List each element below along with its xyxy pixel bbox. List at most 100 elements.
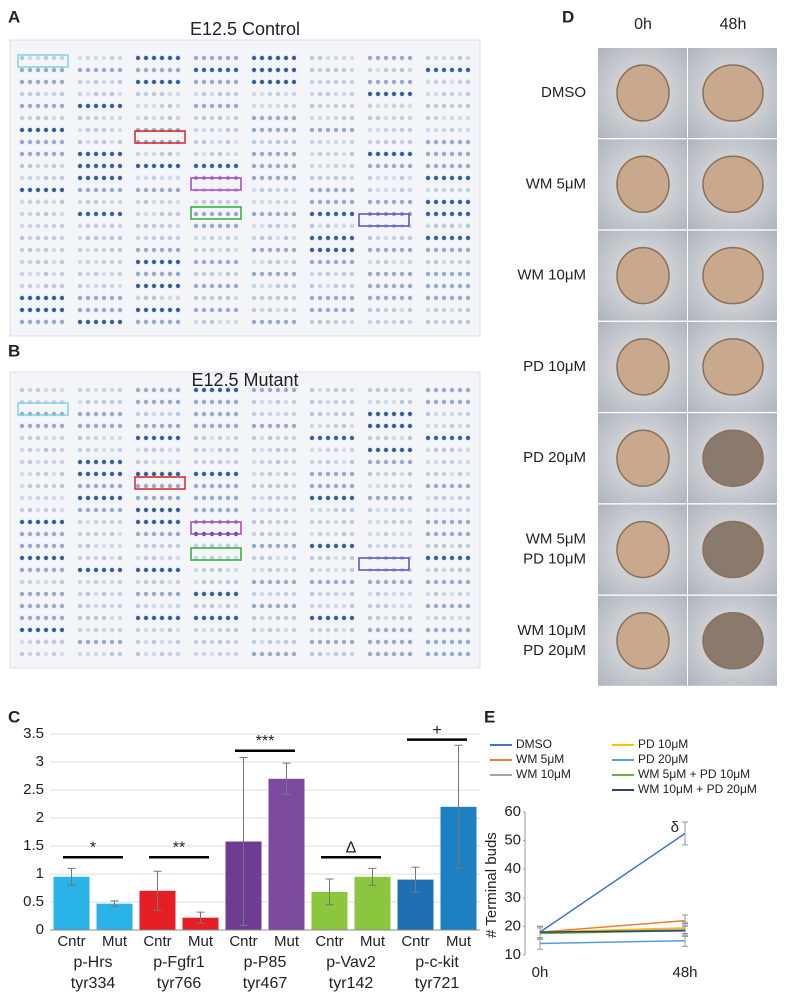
blot-spot bbox=[267, 495, 273, 501]
blot-spot bbox=[349, 531, 355, 537]
blot-spot bbox=[135, 235, 141, 241]
blot-spot bbox=[167, 163, 173, 169]
blot-spot bbox=[151, 259, 157, 265]
blot-spot bbox=[391, 319, 397, 325]
blot-spot bbox=[259, 295, 265, 301]
blot-spot bbox=[77, 651, 83, 657]
blot-spot bbox=[159, 295, 165, 301]
blot-spot bbox=[51, 387, 57, 393]
blot-spot bbox=[275, 543, 281, 549]
blot-spot bbox=[143, 519, 149, 525]
blot-spot bbox=[35, 447, 41, 453]
y-tick-label: 0.5 bbox=[23, 893, 44, 910]
blot-spot bbox=[43, 615, 49, 621]
blot-spot bbox=[433, 579, 439, 585]
blot-spot bbox=[425, 471, 431, 477]
blot-spot bbox=[291, 543, 297, 549]
blot-spot bbox=[93, 235, 99, 241]
blot-spot bbox=[349, 247, 355, 253]
blot-spot bbox=[117, 307, 123, 313]
blot-spot bbox=[225, 651, 231, 657]
blot-spot bbox=[283, 115, 289, 121]
blot-spot bbox=[267, 627, 273, 633]
blot-spot bbox=[441, 127, 447, 133]
blot-spot bbox=[151, 283, 157, 289]
blot-spot bbox=[317, 639, 323, 645]
blot-spot bbox=[151, 151, 157, 157]
blot-spot bbox=[291, 127, 297, 133]
blot-spot bbox=[93, 115, 99, 121]
blot-spot bbox=[43, 627, 49, 633]
blot-spot bbox=[151, 459, 157, 465]
blot-spot bbox=[325, 271, 331, 277]
blot-spot bbox=[309, 483, 315, 489]
blot-spot bbox=[283, 579, 289, 585]
blot-spot bbox=[143, 399, 149, 405]
blot-spot bbox=[117, 283, 123, 289]
blot-spot bbox=[143, 627, 149, 633]
blot-spot bbox=[109, 471, 115, 477]
blot-spot bbox=[375, 307, 381, 313]
blot-spot bbox=[93, 495, 99, 501]
blot-spot bbox=[441, 259, 447, 265]
blot-spot bbox=[93, 211, 99, 217]
blot-spot bbox=[101, 579, 107, 585]
blot-spot bbox=[159, 579, 165, 585]
blot-membrane bbox=[9, 371, 481, 669]
highlight-box bbox=[190, 206, 242, 220]
blot-spot bbox=[309, 67, 315, 73]
blot-spot bbox=[151, 55, 157, 61]
blot-spot bbox=[159, 307, 165, 313]
blot-spot bbox=[175, 115, 181, 121]
blot-spot bbox=[399, 271, 405, 277]
blot-spot bbox=[225, 259, 231, 265]
blot-spot bbox=[175, 163, 181, 169]
blot-spot bbox=[233, 139, 239, 145]
blot-spot bbox=[193, 319, 199, 325]
blot-spot bbox=[449, 307, 455, 313]
blot-spot bbox=[251, 555, 257, 561]
x-tick-label: Mut bbox=[102, 933, 128, 950]
blot-spot bbox=[383, 651, 389, 657]
blot-spot bbox=[399, 55, 405, 61]
blot-spot bbox=[85, 459, 91, 465]
blot-spot bbox=[391, 519, 397, 525]
blot-spot bbox=[19, 79, 25, 85]
blot-spot bbox=[175, 411, 181, 417]
blot-spot bbox=[367, 283, 373, 289]
blot-spot bbox=[159, 483, 165, 489]
blot-spot bbox=[19, 555, 25, 561]
blot-spot bbox=[391, 283, 397, 289]
blot-spot bbox=[193, 103, 199, 109]
blot-spot bbox=[159, 283, 165, 289]
blot-spot bbox=[465, 235, 471, 241]
blot-spot bbox=[193, 259, 199, 265]
blot-spot bbox=[101, 79, 107, 85]
blot-spot bbox=[27, 223, 33, 229]
blot-spot bbox=[59, 319, 65, 325]
blot-spot bbox=[349, 283, 355, 289]
blot-spot bbox=[309, 471, 315, 477]
blot-spot bbox=[143, 651, 149, 657]
blot-spot bbox=[143, 151, 149, 157]
blot-spot bbox=[449, 319, 455, 325]
legend-label: WM 10μM bbox=[516, 767, 571, 781]
blot-spot bbox=[175, 307, 181, 313]
blot-spot bbox=[449, 567, 455, 573]
blot-spot bbox=[449, 531, 455, 537]
blot-spot bbox=[283, 127, 289, 133]
blot-spot bbox=[225, 199, 231, 205]
blot-spot bbox=[341, 91, 347, 97]
blot-spot bbox=[267, 591, 273, 597]
blot-spot bbox=[19, 447, 25, 453]
x-tick-label: Cntr bbox=[229, 933, 257, 950]
blot-spot bbox=[59, 543, 65, 549]
blot-spot bbox=[51, 295, 57, 301]
blot-spot bbox=[77, 295, 83, 301]
blot-spot bbox=[19, 627, 25, 633]
blot-spot bbox=[465, 615, 471, 621]
blot-spot bbox=[465, 67, 471, 73]
blot-spot bbox=[201, 151, 207, 157]
blot-spot bbox=[291, 411, 297, 417]
blot-spot bbox=[233, 91, 239, 97]
